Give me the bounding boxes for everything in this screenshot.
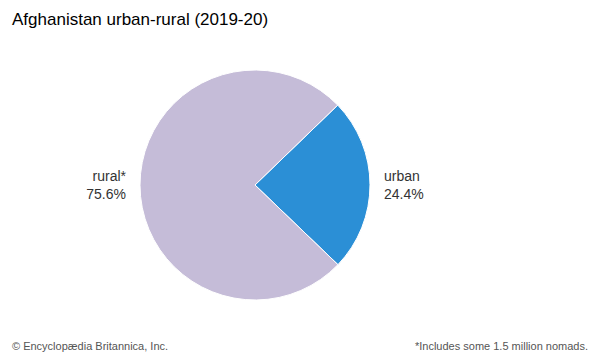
html-text:*Includes some 1.5 million nom: *Includes some 1.5 million nomads. — [415, 340, 588, 352]
svg-text:urban24.4%: urban24.4% — [384, 168, 424, 202]
svg-text:rural*75.6%: rural*75.6% — [86, 168, 126, 202]
html-text:© Encyclopædia Britannica, Inc: © Encyclopædia Britannica, Inc. — [12, 340, 169, 352]
html-text:Afghanistan urban-rural (2019-: Afghanistan urban-rural (2019-20) — [12, 10, 269, 29]
